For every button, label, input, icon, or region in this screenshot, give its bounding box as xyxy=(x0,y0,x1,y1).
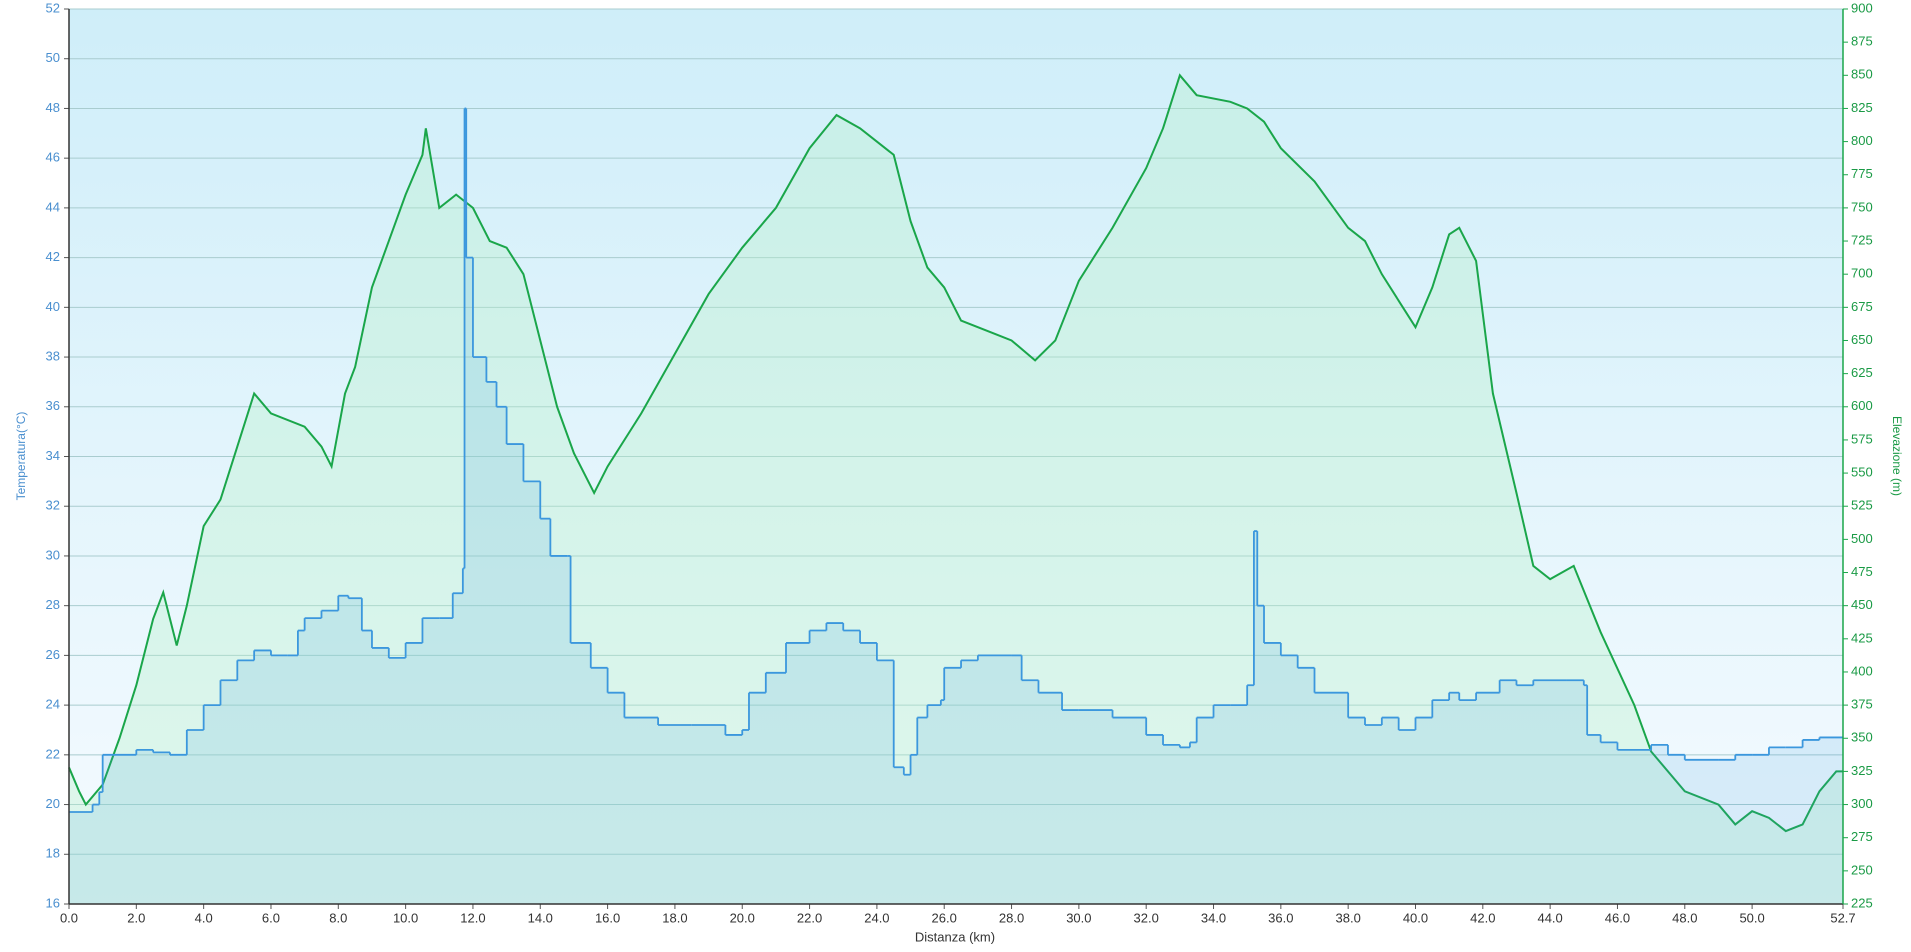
y2-tick-label: 850 xyxy=(1851,67,1873,82)
y2-tick-label: 800 xyxy=(1851,133,1873,148)
y2-tick-label: 500 xyxy=(1851,531,1873,546)
x-tick-label: 46.0 xyxy=(1605,910,1630,925)
y2-tick-label: 325 xyxy=(1851,763,1873,778)
x-tick-label: 0.0 xyxy=(60,910,78,925)
y-tick-label: 36 xyxy=(46,398,60,413)
y2-tick-label: 900 xyxy=(1851,0,1873,15)
y2-tick-label: 275 xyxy=(1851,829,1873,844)
x-tick-label: 10.0 xyxy=(393,910,418,925)
y-tick-label: 48 xyxy=(46,100,60,115)
x-tick-label: 2.0 xyxy=(127,910,145,925)
x-tick-label: 44.0 xyxy=(1537,910,1562,925)
y2-tick-label: 875 xyxy=(1851,34,1873,49)
y2-tick-label: 450 xyxy=(1851,597,1873,612)
x-tick-label: 8.0 xyxy=(329,910,347,925)
x-tick-label: 32.0 xyxy=(1134,910,1159,925)
x-tick-label: 24.0 xyxy=(864,910,889,925)
x-tick-label: 52.7 xyxy=(1830,910,1855,925)
x-tick-label: 42.0 xyxy=(1470,910,1495,925)
y2-axis-label: Elevazione (m) xyxy=(1890,416,1904,496)
y2-tick-label: 300 xyxy=(1851,796,1873,811)
x-tick-label: 30.0 xyxy=(1066,910,1091,925)
y2-tick-label: 525 xyxy=(1851,498,1873,513)
y-tick-label: 20 xyxy=(46,796,60,811)
x-tick-label: 22.0 xyxy=(797,910,822,925)
y-tick-label: 22 xyxy=(46,746,60,761)
elevation-line xyxy=(68,73,1843,833)
y-tick-label: 46 xyxy=(46,150,60,165)
y-tick-label: 44 xyxy=(46,199,60,214)
x-tick-label: 16.0 xyxy=(595,910,620,925)
y2-tick-label: 625 xyxy=(1851,365,1873,380)
y-tick-label: 50 xyxy=(46,50,60,65)
y2-tick-label: 475 xyxy=(1851,564,1873,579)
y-tick-label: 34 xyxy=(46,448,60,463)
x-tick-label: 34.0 xyxy=(1201,910,1226,925)
elevation-area xyxy=(69,75,1843,905)
y-tick-label: 42 xyxy=(46,249,60,264)
x-axis-label: Distanza (km) xyxy=(915,929,995,944)
y2-tick-label: 600 xyxy=(1851,398,1873,413)
x-tick-label: 36.0 xyxy=(1268,910,1293,925)
y-axis-label: Temperatura(°C) xyxy=(14,412,28,501)
y2-tick-label: 350 xyxy=(1851,730,1873,745)
x-tick-label: 18.0 xyxy=(662,910,687,925)
y2-tick-label: 650 xyxy=(1851,332,1873,347)
y2-tick-label: 775 xyxy=(1851,166,1873,181)
y-tick-label: 52 xyxy=(46,0,60,15)
y2-tick-label: 700 xyxy=(1851,266,1873,281)
x-tick-label: 4.0 xyxy=(195,910,213,925)
y2-tick-label: 825 xyxy=(1851,100,1873,115)
x-tick-label: 12.0 xyxy=(460,910,485,925)
y-tick-label: 16 xyxy=(46,895,60,910)
y-tick-label: 38 xyxy=(46,348,60,363)
x-tick-label: 26.0 xyxy=(932,910,957,925)
y2-tick-label: 725 xyxy=(1851,232,1873,247)
y-tick-label: 26 xyxy=(46,647,60,662)
y2-tick-label: 425 xyxy=(1851,630,1873,645)
y2-tick-label: 250 xyxy=(1851,862,1873,877)
x-tick-label: 50.0 xyxy=(1739,910,1764,925)
y-tick-label: 32 xyxy=(46,498,60,513)
y-tick-label: 40 xyxy=(46,299,60,314)
y-tick-label: 18 xyxy=(46,846,60,861)
y2-tick-label: 375 xyxy=(1851,697,1873,712)
y2-tick-label: 225 xyxy=(1851,895,1873,910)
x-tick-label: 20.0 xyxy=(730,910,755,925)
y-tick-label: 24 xyxy=(46,697,60,712)
y2-tick-label: 750 xyxy=(1851,199,1873,214)
y-tick-label: 28 xyxy=(46,597,60,612)
y2-tick-label: 400 xyxy=(1851,663,1873,678)
y2-tick-label: 675 xyxy=(1851,299,1873,314)
x-tick-label: 14.0 xyxy=(528,910,553,925)
x-tick-label: 6.0 xyxy=(262,910,280,925)
y-tick-label: 30 xyxy=(46,547,60,562)
y2-tick-label: 575 xyxy=(1851,431,1873,446)
x-tick-label: 38.0 xyxy=(1336,910,1361,925)
x-tick-label: 28.0 xyxy=(999,910,1024,925)
temperature-area xyxy=(69,108,1843,904)
y2-tick-label: 550 xyxy=(1851,465,1873,480)
x-tick-label: 48.0 xyxy=(1672,910,1697,925)
x-tick-label: 40.0 xyxy=(1403,910,1428,925)
